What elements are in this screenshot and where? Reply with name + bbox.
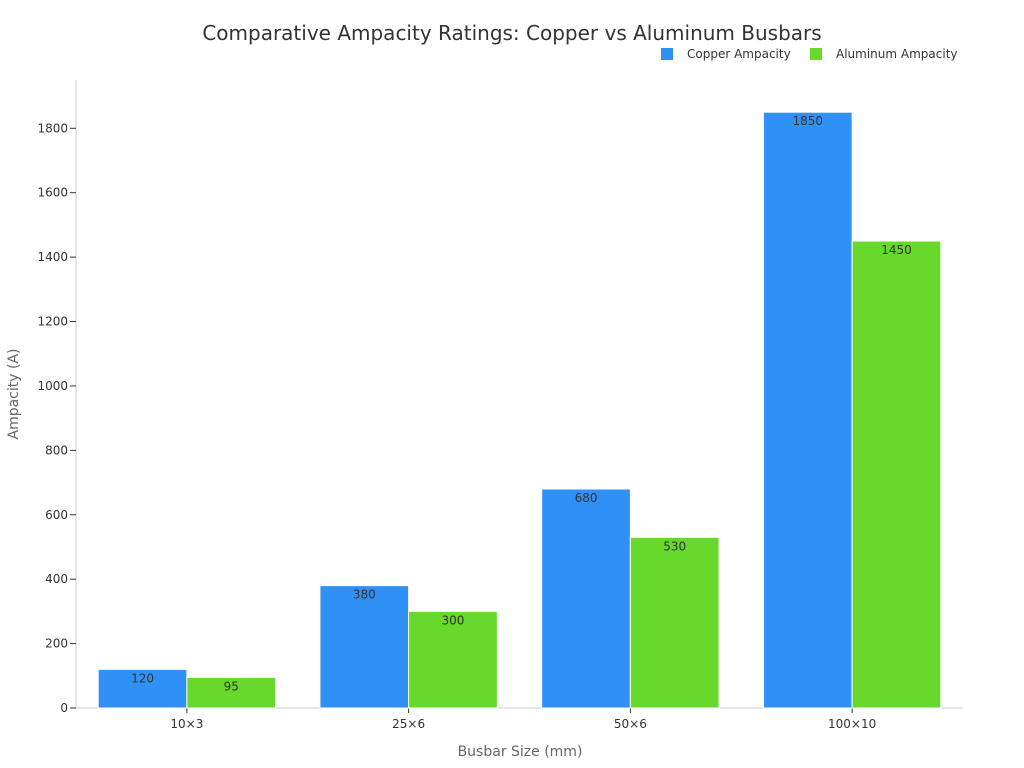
- data-label: 680: [575, 491, 598, 505]
- y-axis: 0 200 400 600 800 1000 1200 1400 1600 1800: [37, 80, 77, 715]
- x-axis: 10×3 25×6 50×6 100×10: [76, 707, 963, 731]
- bar-copper-4: [762, 111, 853, 709]
- legend-swatch: [810, 48, 822, 60]
- legend-swatch: [661, 48, 673, 60]
- y-tick-label: 1200: [37, 315, 68, 329]
- y-tick-label: 1000: [37, 379, 68, 393]
- y-tick-label: 1800: [37, 121, 68, 135]
- data-label: 300: [442, 613, 465, 627]
- bar-copper-2: [319, 585, 410, 709]
- y-tick-label: 200: [45, 637, 68, 651]
- legend: Copper Ampacity Aluminum Ampacity: [661, 47, 958, 61]
- y-tick-label: 600: [45, 508, 68, 522]
- x-tick-label: 25×6: [392, 717, 425, 731]
- y-tick-label: 800: [45, 443, 68, 457]
- y-tick-label: 0: [60, 701, 68, 715]
- data-label: 95: [224, 679, 239, 693]
- y-tick-label: 400: [45, 572, 68, 586]
- legend-label: Aluminum Ampacity: [836, 47, 958, 61]
- y-tick-label: 1600: [37, 186, 68, 200]
- x-axis-label: Busbar Size (mm): [458, 744, 583, 760]
- data-label: 120: [131, 671, 154, 685]
- data-labels-group: 120 95 380 300 680 530 1850 1450: [131, 114, 912, 693]
- data-label: 530: [663, 539, 686, 553]
- bar-aluminum-4: [851, 240, 942, 709]
- data-label: 380: [353, 588, 376, 602]
- bar-aluminum-2: [408, 610, 498, 709]
- legend-label: Copper Ampacity: [687, 47, 791, 61]
- bar-copper-1: [97, 668, 188, 709]
- bar-copper-3: [541, 488, 631, 709]
- y-axis-label: Ampacity (A): [6, 349, 22, 440]
- bar-aluminum-3: [629, 536, 720, 709]
- chart-title: Comparative Ampacity Ratings: Copper vs …: [202, 21, 821, 45]
- y-tick-label: 1400: [37, 250, 68, 264]
- data-label: 1450: [881, 243, 912, 257]
- x-tick-label: 50×6: [614, 717, 647, 731]
- x-tick-label: 100×10: [828, 717, 876, 731]
- x-tick-label: 10×3: [170, 717, 203, 731]
- bar-aluminum-1: [186, 676, 277, 709]
- bars-group: [97, 111, 942, 709]
- data-label: 1850: [793, 114, 824, 128]
